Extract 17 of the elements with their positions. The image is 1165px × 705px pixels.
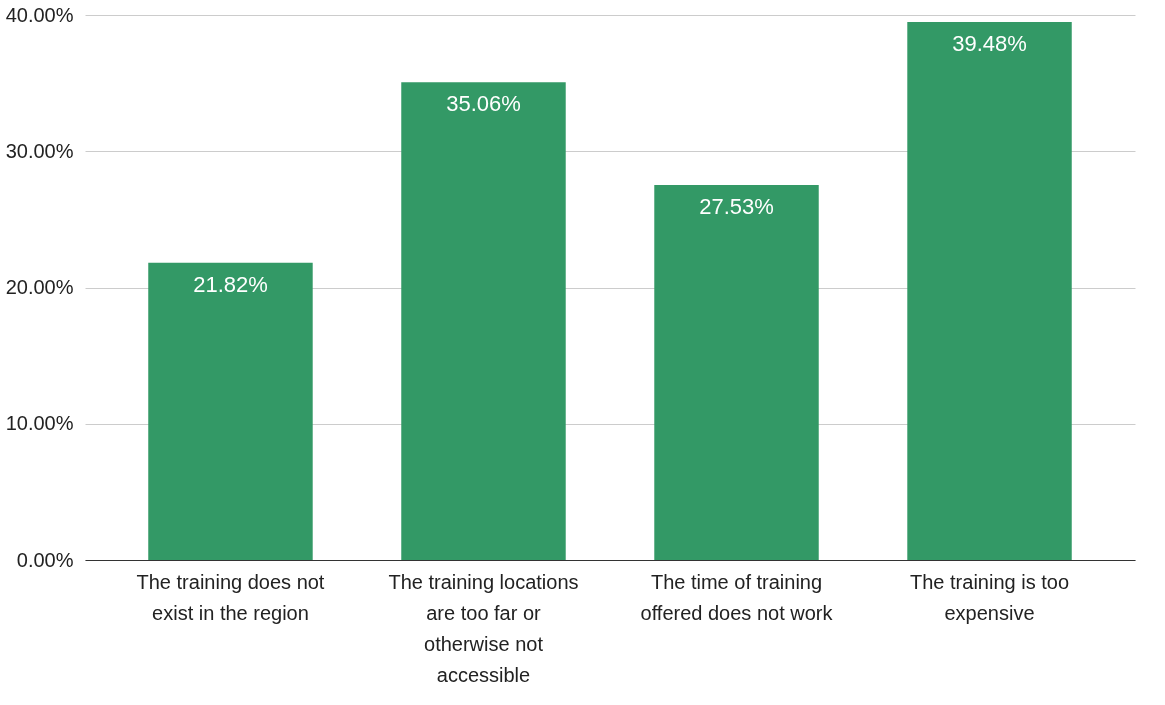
y-tick-label: 0.00% [16,548,74,571]
data-label: 35.06% [446,91,521,117]
x-tick-label: The training does not exist in the region [136,570,325,624]
bar [654,184,819,560]
data-label: 27.53% [699,193,774,219]
x-tick-label: The training locations are too far or otherwise not accessible [388,570,579,686]
y-tick-label: 10.00% [5,412,74,435]
data-label: 39.48% [952,31,1027,57]
bar [148,262,313,560]
data-label: 21.82% [193,271,268,297]
x-tick-label: The time of training offered does not work [640,570,834,624]
bar [401,82,566,560]
y-tick-label: 30.00% [5,139,74,162]
bar [907,22,1072,560]
x-tick-label: The training is too expensive [910,570,1070,624]
y-tick-label: 20.00% [5,276,74,298]
y-tick-label: 40.00% [5,3,74,26]
